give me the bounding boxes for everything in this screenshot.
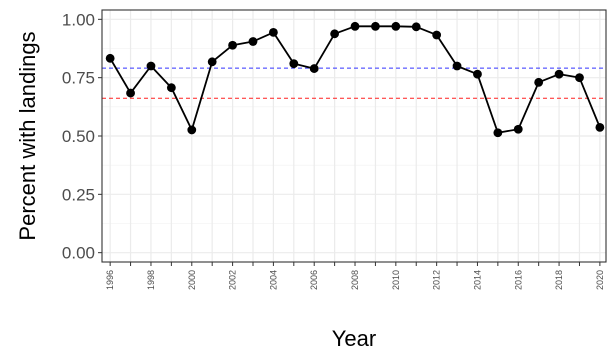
data-point xyxy=(248,37,258,46)
x-axis: 1996 1998 2000 2002 2004 2006 2008 2010 2012 2014… xyxy=(105,262,605,290)
x-tick-label: 2008 xyxy=(350,270,360,290)
data-point xyxy=(554,69,564,79)
data-point xyxy=(269,28,278,37)
data-point xyxy=(575,73,584,83)
x-tick-label: 2010 xyxy=(391,270,401,290)
x-tick-label: 2016 xyxy=(513,270,523,290)
data-point xyxy=(228,40,237,50)
x-tick-label: 1996 xyxy=(105,270,115,290)
x-tick-label: 2004 xyxy=(268,270,278,290)
data-point xyxy=(146,61,156,71)
minor-gridlines xyxy=(102,48,606,224)
data-point xyxy=(350,21,360,31)
data-point xyxy=(187,125,197,135)
x-tick-label: 1998 xyxy=(146,270,156,290)
data-point xyxy=(411,22,421,32)
data-point xyxy=(473,69,482,79)
x-tick-label: 2018 xyxy=(554,270,564,290)
data-point xyxy=(493,128,503,138)
y-tick-label: 0.75 xyxy=(62,69,95,88)
y-tick-label: 0.00 xyxy=(62,244,95,263)
x-tick-label: 2006 xyxy=(309,270,319,290)
data-point xyxy=(166,83,176,93)
data-point xyxy=(534,77,544,87)
data-point xyxy=(309,64,319,73)
data-point xyxy=(391,21,401,31)
data-point xyxy=(126,88,135,98)
x-tick-label: 2014 xyxy=(472,270,482,290)
y-tick-label: 1.00 xyxy=(62,10,95,29)
data-point xyxy=(207,57,217,67)
reference-lines xyxy=(102,67,606,99)
data-point xyxy=(330,29,340,39)
series-layer xyxy=(105,21,605,138)
data-point xyxy=(371,21,380,31)
y-axis: 0.00 0.25 0.50 0.75 1.00 xyxy=(62,10,102,263)
data-point xyxy=(452,61,462,71)
x-tick-label: 2012 xyxy=(432,270,442,290)
data-point xyxy=(105,53,115,63)
x-tick-label: 2000 xyxy=(187,270,197,290)
data-point xyxy=(513,124,523,134)
x-axis-title: Year xyxy=(332,326,376,351)
x-tick-label: 2002 xyxy=(228,270,238,290)
major-gridlines xyxy=(102,10,606,262)
data-point xyxy=(432,30,442,40)
data-point xyxy=(289,59,299,69)
x-tick-label: 2020 xyxy=(595,270,605,290)
y-axis-title: Percent with landings xyxy=(15,31,40,240)
y-tick-label: 0.25 xyxy=(62,185,95,204)
y-tick-label: 0.50 xyxy=(62,127,95,146)
data-point xyxy=(595,122,605,132)
